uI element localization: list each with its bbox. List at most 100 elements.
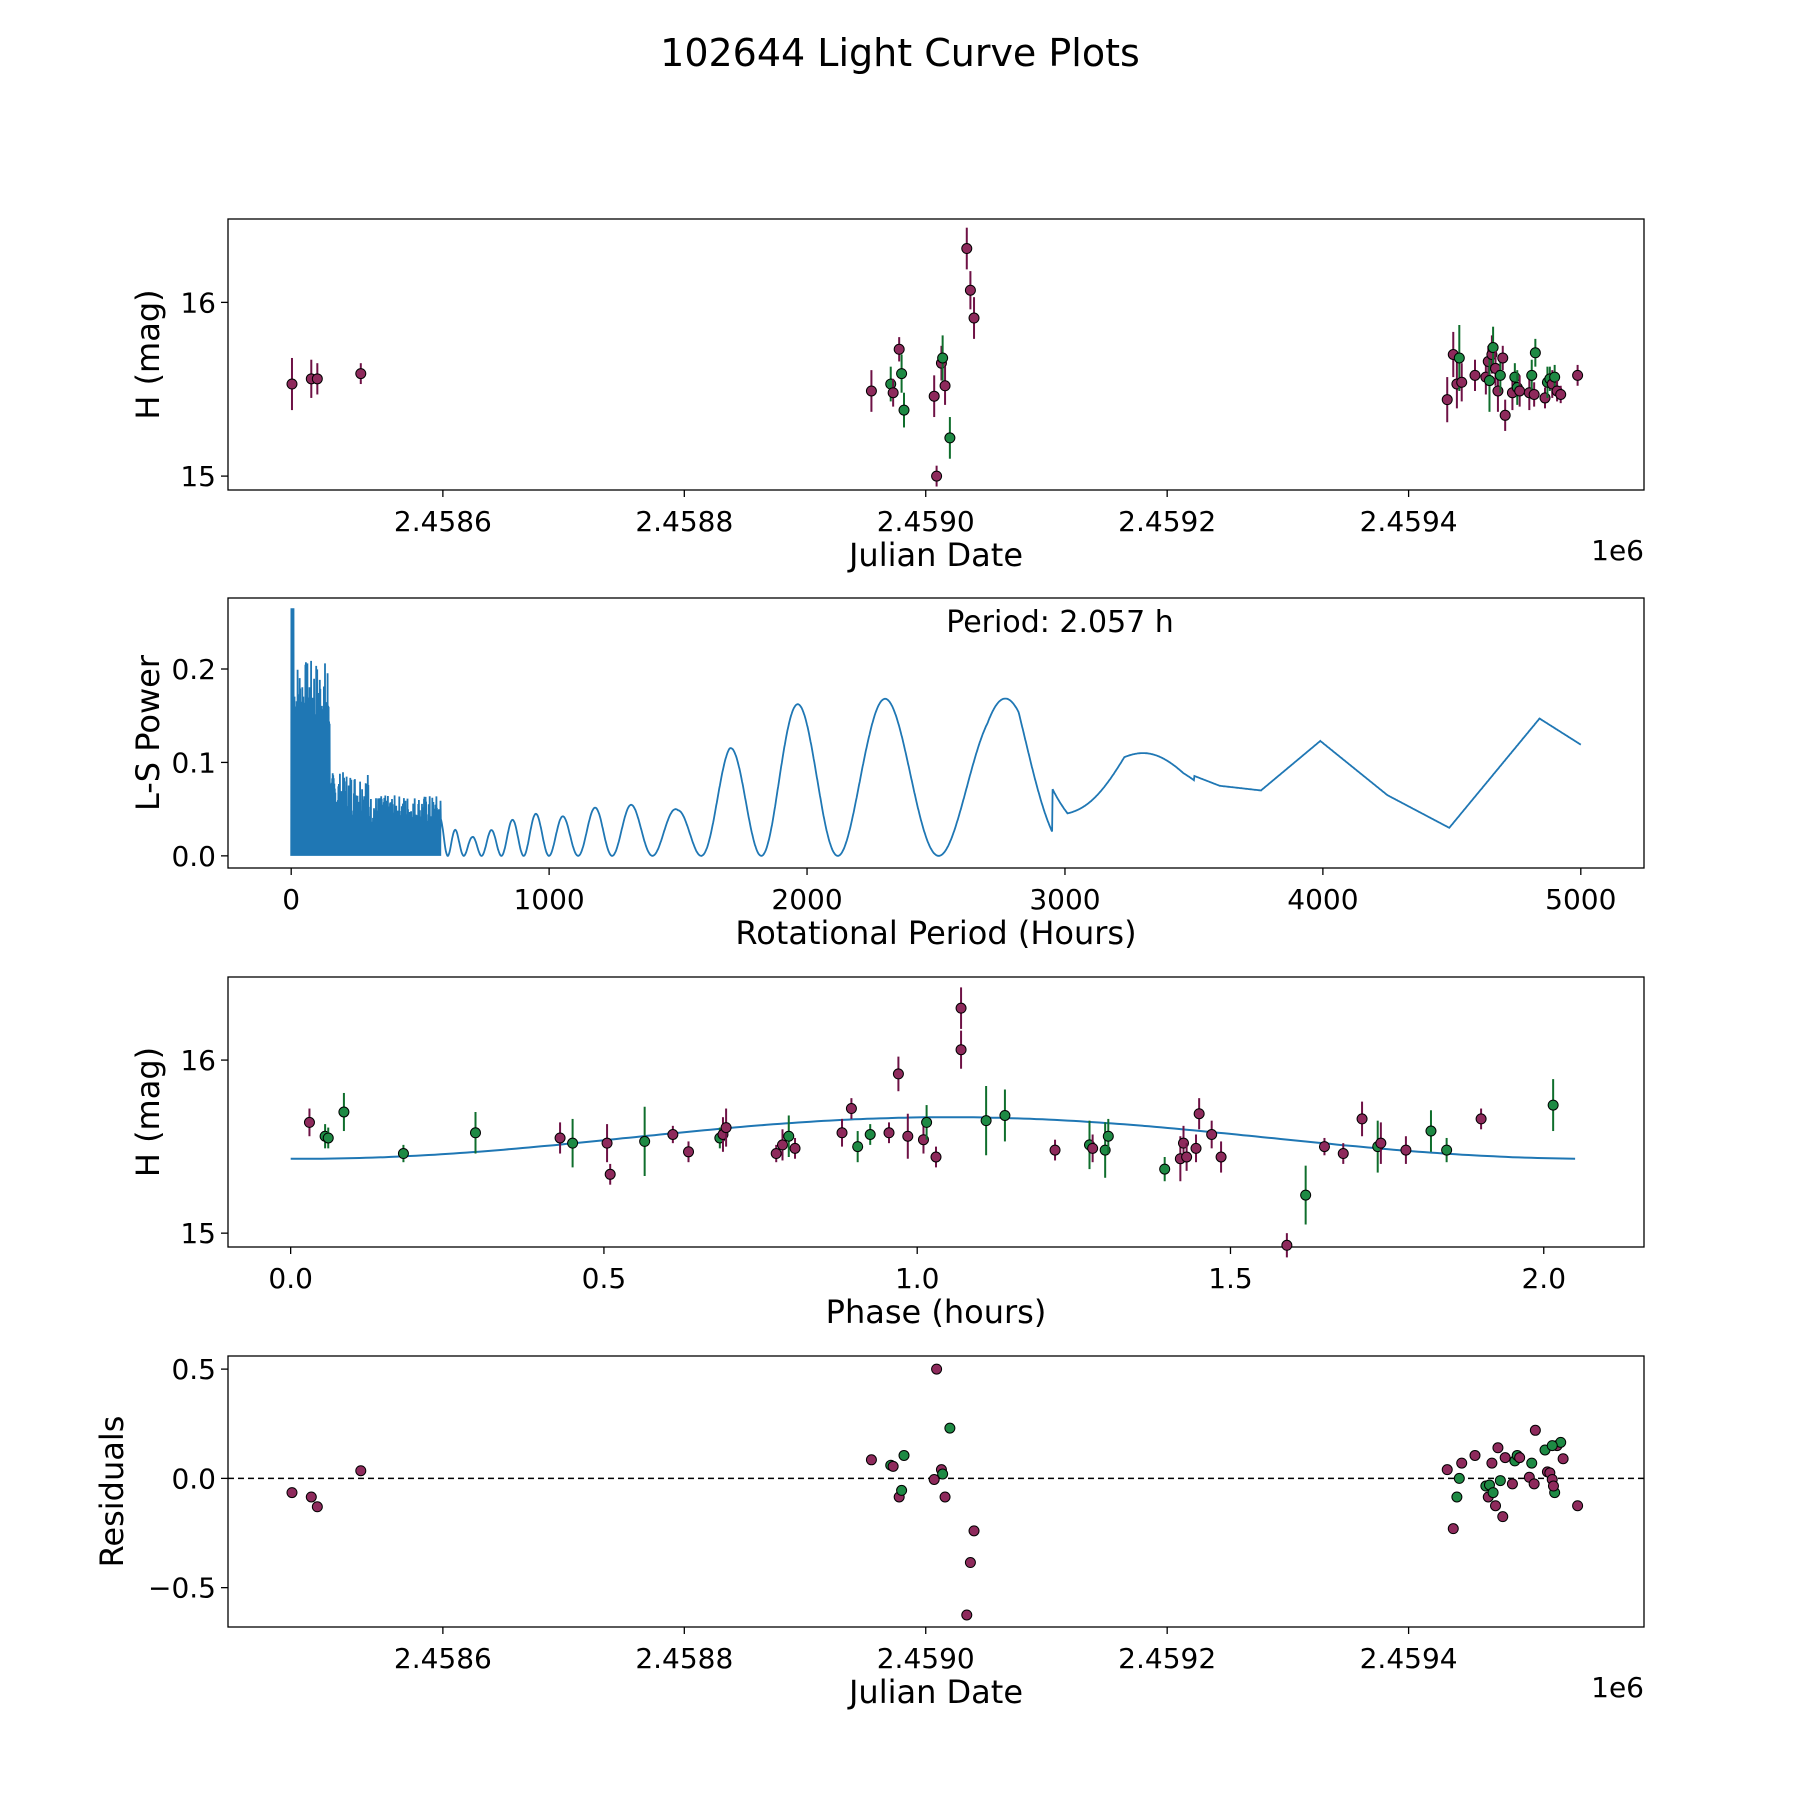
residual-point: [1453, 1472, 1465, 1484]
x-tick-label: 2.4586: [394, 505, 492, 538]
data-point: [770, 1148, 782, 1160]
data-point: [1475, 1113, 1487, 1125]
residual-point: [968, 1525, 980, 1537]
data-point: [1549, 371, 1561, 383]
data-point: [1453, 352, 1465, 364]
data-point: [896, 368, 908, 380]
residual-point: [1490, 1500, 1502, 1512]
residual-point: [305, 1491, 317, 1503]
y-axis-label: H (mag): [129, 1047, 167, 1177]
plot-frame: [227, 1355, 1645, 1628]
data-point: [1087, 1142, 1099, 1154]
data-point: [1049, 1144, 1061, 1156]
x-tick-label: 1.0: [895, 1262, 940, 1295]
data-point: [1300, 1189, 1312, 1201]
data-point: [902, 1130, 914, 1142]
x-tick-label: 1.5: [1208, 1262, 1253, 1295]
residual-point: [896, 1484, 908, 1496]
data-point: [1547, 1099, 1559, 1111]
y-tick-label: 0.2: [171, 653, 216, 686]
x-axis-label: Phase (hours): [826, 1293, 1047, 1331]
data-point: [1318, 1141, 1330, 1153]
residual-point: [1528, 1478, 1540, 1490]
residual-point: [887, 1460, 899, 1472]
x-axis-label: Julian Date: [847, 536, 1023, 574]
x-tick-label: 5000: [1545, 883, 1616, 916]
x-tick-label: 2.4594: [1360, 1642, 1458, 1675]
data-point: [1469, 369, 1481, 381]
residual-point: [1441, 1464, 1453, 1476]
x-tick-label: 4000: [1287, 883, 1358, 916]
residual-point: [1497, 1511, 1509, 1523]
data-point: [836, 1127, 848, 1139]
data-point: [931, 470, 943, 482]
data-point: [1487, 342, 1499, 354]
data-point: [1528, 388, 1540, 400]
data-point: [1193, 1108, 1205, 1120]
data-point: [955, 1044, 967, 1056]
y-tick-label: 0.5: [171, 1353, 216, 1386]
x-axis-label: Rotational Period (Hours): [735, 914, 1136, 952]
x-tick-label: 2.4588: [635, 505, 733, 538]
residual-point: [939, 1491, 951, 1503]
residual-point: [1514, 1452, 1526, 1464]
data-point: [311, 373, 323, 385]
x-tick-label: 2.4594: [1360, 505, 1458, 538]
data-point: [898, 404, 910, 416]
data-point: [964, 284, 976, 296]
data-point: [939, 380, 951, 392]
data-point: [892, 1068, 904, 1080]
residual-point: [1469, 1449, 1481, 1461]
power-line: [290, 608, 1582, 857]
y-tick-label: 0.1: [171, 746, 216, 779]
residual-point: [964, 1557, 976, 1569]
x-tick-label: 2.4592: [1118, 505, 1216, 538]
data-point: [1102, 1130, 1114, 1142]
data-point: [928, 390, 940, 402]
data-point: [720, 1122, 732, 1134]
x-tick-label: 2.4588: [635, 1642, 733, 1675]
data-point: [1337, 1148, 1349, 1160]
data-point: [604, 1168, 616, 1180]
data-point: [1514, 385, 1526, 397]
data-point: [1206, 1129, 1218, 1140]
x-tick-label: 2.4592: [1118, 1642, 1216, 1675]
data-point: [865, 385, 877, 397]
data-point: [1492, 385, 1504, 397]
residual-point: [1529, 1424, 1541, 1436]
data-point: [921, 1116, 933, 1128]
residual-point: [311, 1501, 323, 1513]
data-point: [1441, 394, 1453, 406]
data-point: [980, 1115, 992, 1127]
data-point: [1539, 392, 1551, 404]
residual-point: [1572, 1500, 1584, 1512]
data-point: [1483, 375, 1495, 387]
residual-point: [898, 1449, 910, 1461]
data-point: [303, 1116, 315, 1128]
y-tick-label: 15: [180, 460, 216, 493]
y-tick-label: 15: [180, 1217, 216, 1250]
x-tick-label: 2.0: [1521, 1262, 1566, 1295]
residual-point: [1456, 1457, 1468, 1469]
data-point: [887, 387, 899, 399]
y-axis-label: H (mag): [129, 289, 167, 419]
residual-point: [928, 1473, 940, 1485]
residual-point: [1492, 1442, 1504, 1454]
y-tick-label: 0.0: [171, 840, 216, 873]
data-point: [776, 1139, 788, 1151]
x-tick-label: 0: [282, 883, 300, 916]
period-annotation: Period: 2.057 h: [946, 605, 1174, 640]
periodogram-panel: 0 1000 2000 3000 4000 5000 0.0 0.1 0.2 Rotational…: [129, 597, 1645, 952]
data-point: [999, 1109, 1011, 1121]
x-tick-label: 2.4590: [877, 1642, 975, 1675]
data-point: [955, 1002, 967, 1014]
residual-point: [1557, 1453, 1569, 1465]
data-point: [1509, 371, 1521, 383]
residual-point: [944, 1422, 956, 1434]
data-point: [1555, 388, 1567, 400]
data-point: [852, 1141, 864, 1153]
residual-point: [1526, 1457, 1538, 1469]
data-point: [1526, 369, 1538, 381]
residual-point: [1499, 1452, 1511, 1464]
data-point: [1425, 1125, 1437, 1137]
